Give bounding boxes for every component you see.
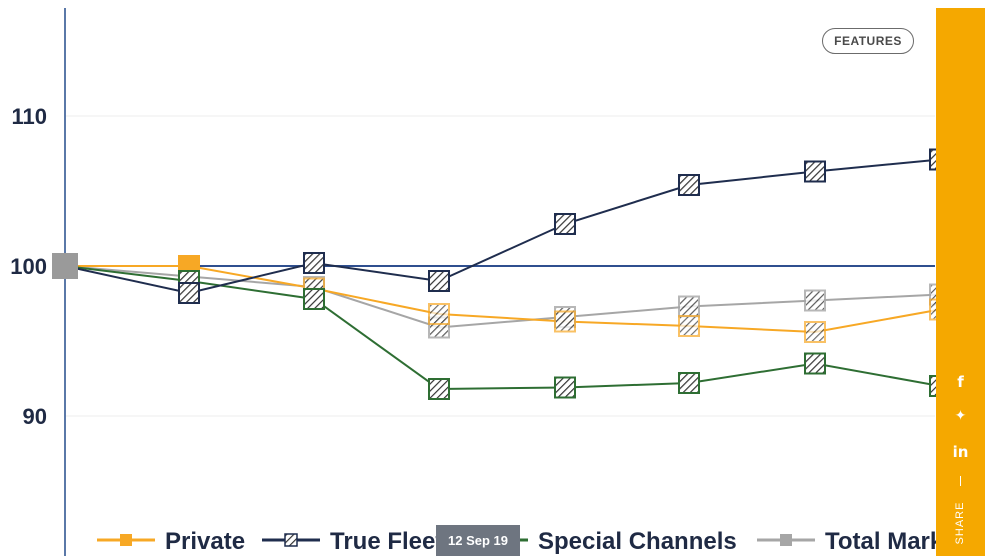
series-line-total-market <box>64 265 941 329</box>
date-badge: 12 Sep 19 <box>436 525 520 556</box>
data-point <box>303 252 325 274</box>
data-point <box>554 213 576 235</box>
legend-marker <box>284 533 298 547</box>
data-point <box>428 303 450 325</box>
data-point <box>678 372 700 394</box>
data-point <box>554 376 576 399</box>
data-point <box>804 352 826 375</box>
linkedin-icon[interactable]: in <box>952 443 969 461</box>
legend-marker <box>120 534 132 546</box>
data-point <box>428 270 450 292</box>
legend-marker <box>780 534 792 546</box>
y-tick-label: 110 <box>12 104 48 129</box>
legend-label: Private <box>165 528 245 555</box>
y-tick-label: 100 <box>10 254 47 279</box>
share-sidebar: f ✦ in SHARE <box>936 8 985 556</box>
legend-label: Special Channels <box>538 528 737 555</box>
series-line-true-fleet <box>64 158 941 295</box>
data-point <box>554 310 576 333</box>
twitter-icon[interactable]: ✦ <box>954 408 967 424</box>
data-point <box>804 160 826 183</box>
share-label: SHARE <box>954 501 966 545</box>
data-point <box>678 295 700 318</box>
legend-label: True Fleet <box>330 528 443 555</box>
share-divider <box>960 476 961 486</box>
facebook-icon[interactable]: f <box>957 373 964 391</box>
data-point <box>804 321 826 343</box>
data-point <box>303 288 325 310</box>
data-point <box>804 289 826 312</box>
y-tick-label: 90 <box>23 404 47 429</box>
data-point <box>678 315 700 337</box>
series-line-private <box>65 265 941 334</box>
data-point <box>428 378 450 400</box>
data-point <box>178 282 200 304</box>
features-button[interactable]: FEATURES <box>822 28 914 54</box>
series-line-special-channels <box>64 265 941 391</box>
data-point <box>52 253 78 279</box>
data-point <box>678 174 700 196</box>
